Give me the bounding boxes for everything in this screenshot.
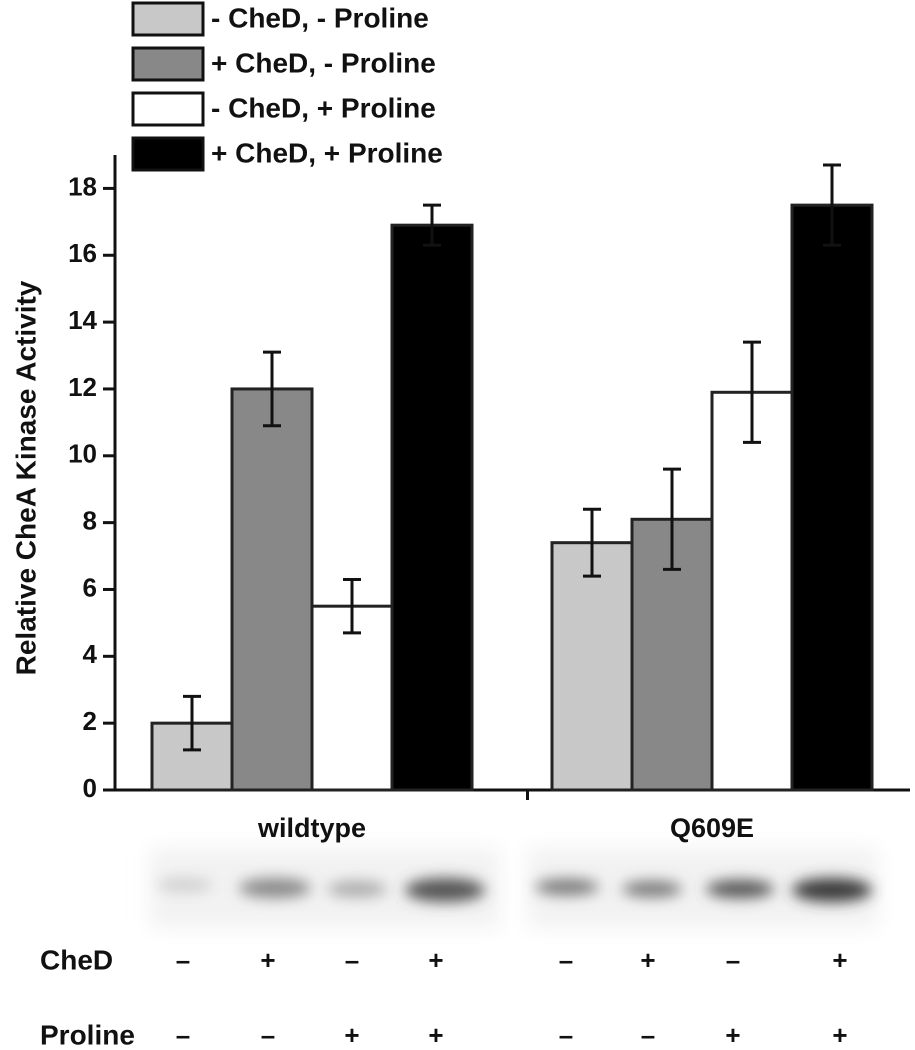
legend-label: - CheD, - Proline <box>211 2 429 33</box>
gel-sign: – <box>345 945 359 975</box>
y-tick-label: 4 <box>83 639 98 669</box>
y-tick-label: 14 <box>68 305 97 335</box>
y-tick-label: 0 <box>83 773 97 803</box>
y-tick-label: 2 <box>83 706 97 736</box>
bar <box>230 387 314 792</box>
legend-swatch <box>131 46 205 82</box>
bar <box>710 390 794 792</box>
gel-sign: + <box>640 945 655 975</box>
y-tick-label: 10 <box>68 439 97 469</box>
y-tick-label: 18 <box>68 171 97 201</box>
gel-sign: – <box>726 945 740 975</box>
legend-label: + CheD, + Proline <box>211 137 443 168</box>
gel-sign: + <box>725 1020 740 1050</box>
gel-sign: + <box>344 1020 359 1050</box>
x-tick-label: wildtype <box>257 813 366 843</box>
bar <box>390 223 474 792</box>
bar <box>550 541 634 792</box>
legend-label: + CheD, - Proline <box>211 47 436 78</box>
gel-row-label: Proline <box>40 1019 135 1050</box>
gel-sign: – <box>559 1020 573 1050</box>
y-tick-label: 12 <box>68 372 97 402</box>
gel-sign: + <box>832 945 847 975</box>
gel-sign: – <box>176 1020 190 1050</box>
bar <box>790 203 874 792</box>
gel-sign: + <box>428 945 443 975</box>
gel-sign: – <box>261 1020 275 1050</box>
gel-image <box>150 848 878 928</box>
gel-sign: – <box>559 945 573 975</box>
gel-sign: + <box>428 1020 443 1050</box>
y-tick-label: 8 <box>83 506 97 536</box>
y-axis-title: Relative CheA Kinase Activity <box>10 280 41 675</box>
bar <box>310 604 394 792</box>
legend-swatch <box>131 91 205 127</box>
y-tick-label: 16 <box>68 238 97 268</box>
gel-sign: – <box>176 945 190 975</box>
gel-sign: + <box>832 1020 847 1050</box>
x-tick-label: Q609E <box>670 813 754 843</box>
y-tick-label: 6 <box>83 572 97 602</box>
gel-sign: – <box>641 1020 655 1050</box>
legend-swatch <box>131 1 205 37</box>
gel-sign: + <box>260 945 275 975</box>
legend-label: - CheD, + Proline <box>211 92 436 123</box>
gel-row-label: CheD <box>40 944 113 975</box>
legend-swatch <box>131 136 205 172</box>
